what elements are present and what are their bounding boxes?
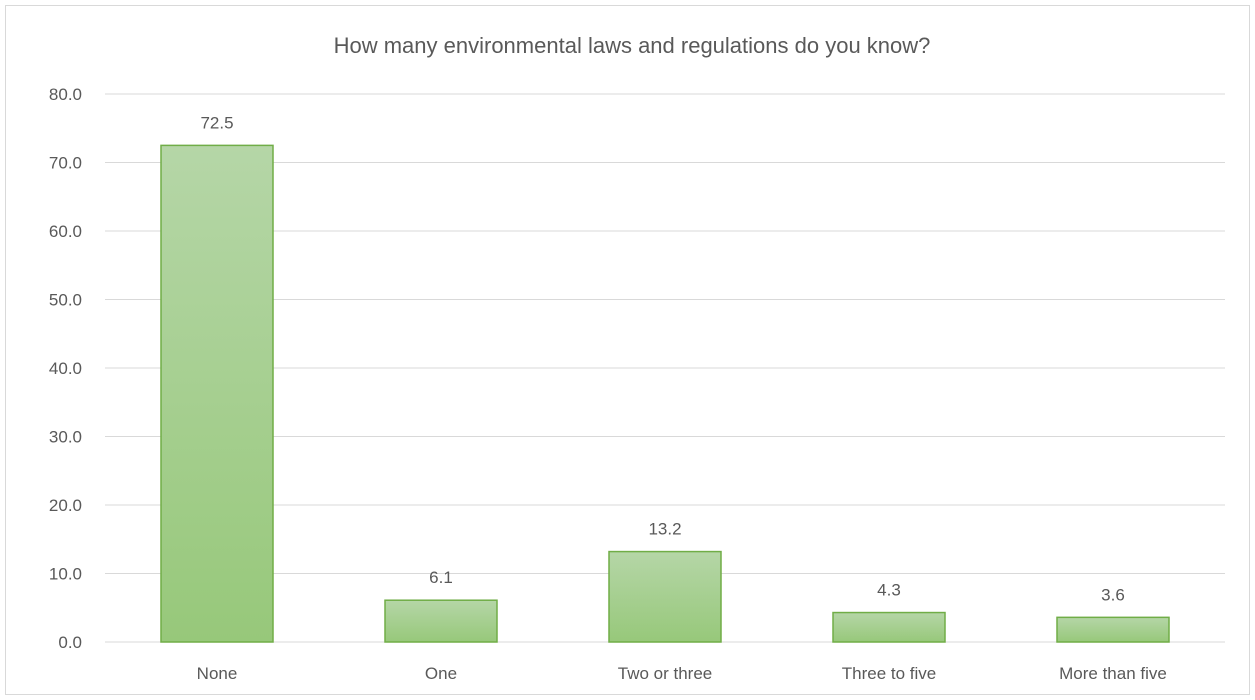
y-tick-label: 60.0: [49, 222, 82, 241]
y-axis-tick-labels: 0.0 10.0 20.0 30.0 40.0 50.0 60.0 70.0 80.0: [49, 85, 82, 652]
x-tick-label: Two or three: [618, 664, 713, 683]
x-tick-label: One: [425, 664, 457, 683]
bar: [1056, 616, 1170, 643]
y-tick-label: 40.0: [49, 359, 82, 378]
y-tick-label: 30.0: [49, 428, 82, 447]
y-tick-label: 20.0: [49, 496, 82, 515]
chart-title: How many environmental laws and regulati…: [334, 33, 931, 58]
bar: [608, 550, 722, 643]
data-label: 6.1: [429, 568, 453, 587]
x-tick-label: None: [197, 664, 238, 683]
y-tick-label: 10.0: [49, 565, 82, 584]
data-label: 4.3: [877, 581, 901, 600]
data-label: 13.2: [648, 520, 681, 539]
x-tick-label: Three to five: [842, 664, 937, 683]
gridlines: [105, 93, 1225, 643]
bar: [832, 611, 946, 643]
y-tick-label: 80.0: [49, 85, 82, 104]
x-tick-label: More than five: [1059, 664, 1167, 683]
data-label: 72.5: [200, 113, 233, 132]
y-tick-label: 50.0: [49, 291, 82, 310]
y-tick-label: 70.0: [49, 154, 82, 173]
x-axis-category-labels: None One Two or three Three to five More tha…: [197, 664, 1167, 683]
y-tick-label: 0.0: [58, 633, 82, 652]
data-label: 3.6: [1101, 585, 1125, 604]
bar: [160, 144, 274, 643]
bar: [384, 599, 498, 643]
bars: [160, 144, 1170, 643]
data-labels: 72.5 6.1 13.2 4.3 3.6: [200, 113, 1124, 604]
